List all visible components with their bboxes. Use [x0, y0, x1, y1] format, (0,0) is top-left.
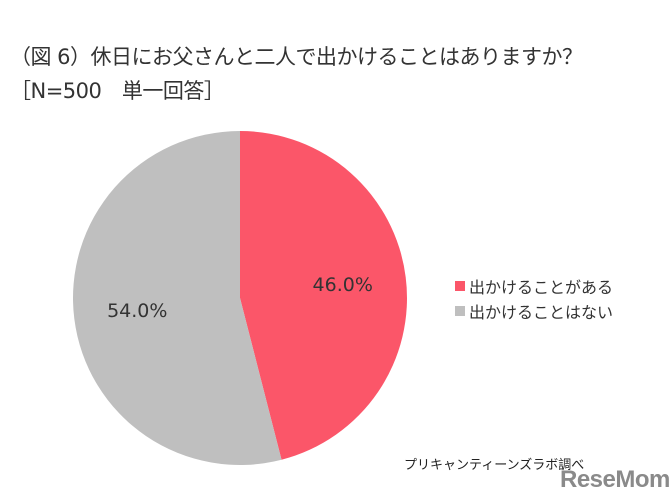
pie-slice-yes [240, 131, 407, 460]
legend-item-no: 出かけることはない [455, 298, 613, 323]
legend-swatch-red [455, 280, 465, 291]
data-label-yes: 46.0% [312, 274, 373, 297]
legend-label: 出かけることがある [469, 277, 614, 297]
legend-swatch-gray [455, 305, 465, 316]
source-note: プリキャンティーンズラボ調べ [404, 458, 585, 473]
legend-label: 出かけることはない [469, 302, 614, 322]
pie-slice-no [72, 131, 282, 466]
legend: 出かけることがある 出かけることはない [455, 273, 613, 323]
data-label-no: 54.0% [107, 299, 168, 322]
chart-subtitle: ［N=500 単一回答］ [10, 79, 225, 103]
legend-item-yes: 出かけることがある [455, 273, 613, 298]
resemom-logo: ReseMom. [560, 466, 670, 493]
chart-title: （図 6）休日にお父さんと二人で出かけることはありますか？ [10, 45, 583, 69]
